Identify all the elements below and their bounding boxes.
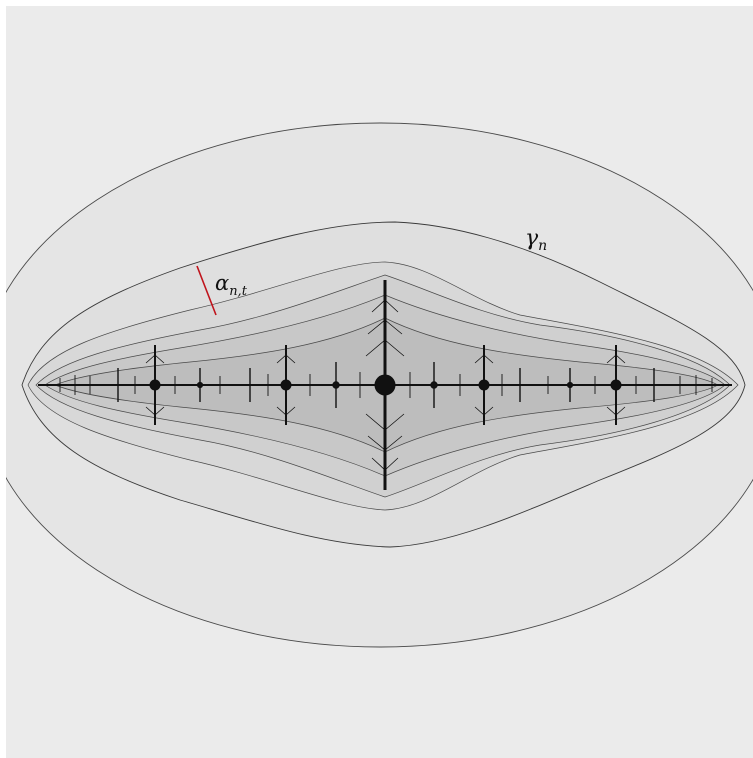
alpha-arc — [196, 265, 217, 316]
gamma-base: γ — [525, 226, 539, 251]
gamma-n-label: γn — [525, 226, 547, 254]
alpha-sub: n,t — [229, 284, 248, 299]
alpha-base: α — [215, 271, 229, 295]
gamma-sub: n — [538, 238, 547, 254]
fractal-set — [38, 280, 732, 490]
alpha-n-t-label: αn,t — [215, 271, 248, 299]
